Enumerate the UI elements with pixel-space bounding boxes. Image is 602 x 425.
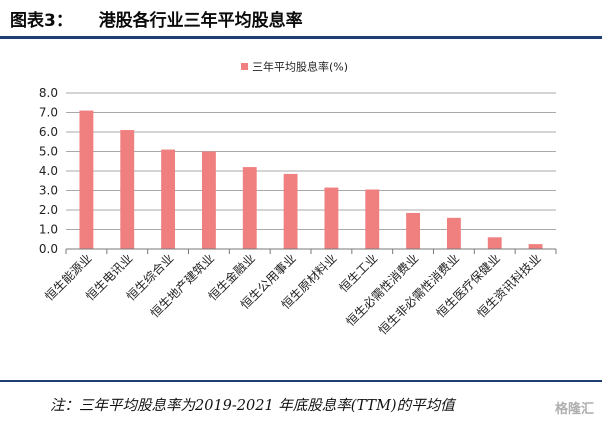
bar [446, 217, 461, 249]
bar [283, 173, 298, 249]
y-axis-ticks: 0.0 1.0 2.0 3.0 4.0 5.0 6.0 7.0 8.0 [39, 86, 58, 256]
y-tick-label: 1.0 [39, 223, 58, 237]
x-axis-categories: 恒生能源业恒生电讯业恒生综合业恒生地产建筑业恒生金融业恒生公用事业恒生原材料业恒… [42, 251, 544, 338]
footer-divider [0, 380, 602, 382]
bars [79, 110, 543, 249]
y-tick-label: 6.0 [39, 125, 58, 139]
bar [365, 189, 380, 249]
y-tick-label: 2.0 [39, 203, 58, 217]
x-axis [65, 248, 557, 254]
y-tick-label: 7.0 [39, 106, 58, 120]
title-divider [0, 36, 602, 39]
legend-swatch [241, 63, 248, 70]
x-category-label: 恒生必需性消费业 [343, 251, 421, 329]
legend-label: 三年平均股息率(%) [252, 60, 348, 74]
footnote: 注：三年平均股息率为2019-2021 年底股息率(TTM)的平均值 [50, 398, 455, 414]
bar [528, 244, 543, 249]
grid-lines [66, 92, 556, 230]
bar [324, 187, 339, 249]
bar [201, 151, 216, 249]
y-tick-label: 3.0 [39, 184, 58, 198]
y-tick-label: 8.0 [39, 86, 58, 100]
bar-chart: 0.0 1.0 2.0 3.0 4.0 5.0 6.0 7.0 8.0 恒生能源业恒生电讯业恒生… [39, 60, 557, 338]
bar [487, 237, 502, 249]
legend: 三年平均股息率(%) [241, 60, 348, 74]
figure-header: 图表3： 港股各行业三年平均股息率 [0, 0, 602, 40]
figure-label: 图表3： [10, 11, 73, 31]
bar [242, 167, 257, 249]
y-tick-label: 4.0 [39, 164, 58, 178]
bar [120, 130, 135, 249]
y-tick-label: 5.0 [39, 145, 58, 159]
watermark-logo: 格隆汇 [554, 402, 594, 417]
bar [406, 212, 421, 249]
bar [161, 149, 176, 249]
bar [79, 110, 94, 249]
figure-title-text: 港股各行业三年平均股息率 [98, 11, 303, 31]
figure-title: 图表3： 港股各行业三年平均股息率 [10, 6, 303, 31]
y-tick-label: 0.0 [39, 242, 58, 256]
